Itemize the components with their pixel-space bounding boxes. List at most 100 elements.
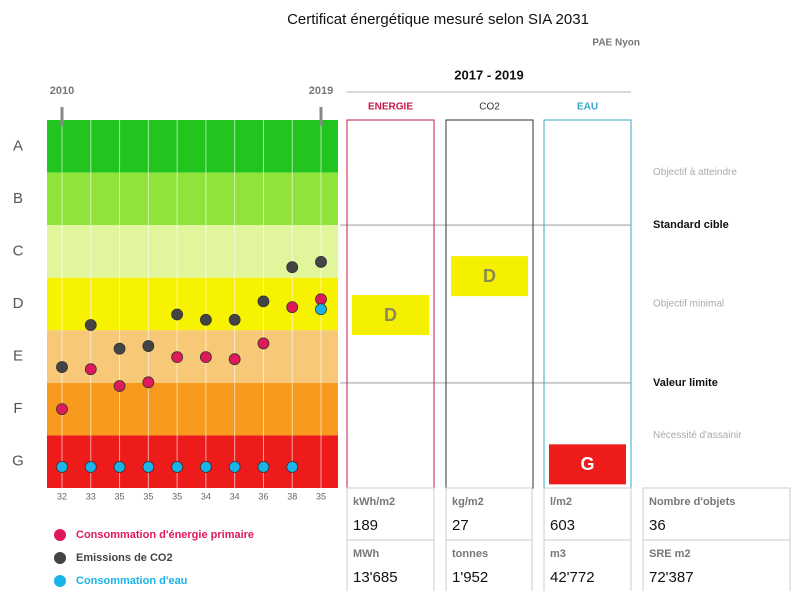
table-cell xyxy=(642,487,791,541)
data-dot xyxy=(286,461,299,473)
cell-value: 13'685 xyxy=(353,569,398,586)
legend-dot xyxy=(54,552,66,564)
year-label: 2010 xyxy=(50,85,74,97)
rating-box xyxy=(451,256,528,297)
data-dot xyxy=(257,295,270,308)
threshold-label: Objectif minimal xyxy=(653,299,724,310)
rating-box xyxy=(352,295,429,336)
class-band xyxy=(47,435,338,488)
data-dot xyxy=(257,461,270,473)
legend-dot xyxy=(54,575,66,587)
cell-unit: kg/m2 xyxy=(452,496,484,508)
data-dot xyxy=(199,461,212,473)
cell-value: 1'952 xyxy=(452,569,488,586)
class-label: C xyxy=(13,242,24,259)
data-dot xyxy=(84,363,97,376)
object-count: 36 xyxy=(258,491,268,501)
table-cell xyxy=(445,539,533,591)
legend-dot xyxy=(54,529,66,541)
cell-unit: MWh xyxy=(353,548,380,560)
indicator-column xyxy=(543,119,632,489)
data-dot xyxy=(315,256,327,268)
object-count: 34 xyxy=(230,491,240,501)
class-label: G xyxy=(12,453,24,470)
data-dot xyxy=(84,461,97,473)
indicator-column xyxy=(445,119,534,489)
data-dot xyxy=(286,261,299,274)
cell-unit: Nombre d'objets xyxy=(649,496,735,508)
data-dot xyxy=(199,351,212,363)
rating-letter: D xyxy=(384,305,397,325)
data-dot xyxy=(171,308,184,321)
data-dot xyxy=(228,353,241,366)
class-label: D xyxy=(13,295,24,312)
class-label: B xyxy=(13,190,23,207)
indicator-name: EAU xyxy=(577,102,598,113)
data-dot xyxy=(142,376,155,389)
table-cell xyxy=(543,487,632,541)
class-label: F xyxy=(13,400,22,417)
object-count: 35 xyxy=(143,491,153,501)
rating-box xyxy=(549,444,626,485)
data-dot xyxy=(171,461,184,473)
object-count: 38 xyxy=(287,491,297,501)
cell-value: 189 xyxy=(353,517,378,534)
threshold-label: Objectif à atteindre xyxy=(653,167,737,178)
class-band xyxy=(47,120,338,173)
rating-letter: D xyxy=(483,266,496,286)
cell-value: 27 xyxy=(452,517,469,534)
title: Certificat énergétique mesuré selon SIA … xyxy=(287,11,589,28)
data-dot xyxy=(56,461,68,473)
data-dot xyxy=(286,301,299,314)
data-dot xyxy=(56,403,68,416)
cell-unit: kWh/m2 xyxy=(353,496,395,508)
rating-letter: G xyxy=(580,454,594,474)
cell-value: 72'387 xyxy=(649,569,694,586)
data-dot xyxy=(315,303,327,316)
indicator-name: ENERGIE xyxy=(368,102,413,113)
table-cell xyxy=(346,539,435,591)
data-dot xyxy=(142,340,155,352)
object-count: 32 xyxy=(57,491,67,501)
legend-label: Emissions de CO2 xyxy=(76,552,173,564)
data-dot xyxy=(113,461,126,473)
cell-unit: m3 xyxy=(550,548,566,560)
table-cell xyxy=(543,539,632,591)
threshold-label: Valeur limite xyxy=(653,377,718,389)
class-band xyxy=(47,330,338,383)
threshold-label: Standard cible xyxy=(653,219,729,231)
data-dot xyxy=(257,337,270,350)
table-cell xyxy=(642,539,791,591)
data-dot xyxy=(315,293,327,306)
data-dot xyxy=(56,361,68,373)
data-dot xyxy=(228,313,241,326)
object-count: 33 xyxy=(86,491,96,501)
object-count: 35 xyxy=(115,491,125,501)
class-band xyxy=(47,382,338,436)
object-count: 34 xyxy=(201,491,211,501)
cell-value: 36 xyxy=(649,517,666,534)
class-label: E xyxy=(13,348,23,365)
cell-unit: SRE m2 xyxy=(649,548,691,560)
data-dot xyxy=(199,313,212,326)
class-band xyxy=(47,172,338,226)
data-dot xyxy=(113,342,126,355)
year-label: 2019 xyxy=(309,85,333,97)
cell-value: 42'772 xyxy=(550,569,595,586)
class-label: A xyxy=(13,137,23,154)
object-count: 35 xyxy=(172,491,182,501)
data-dot xyxy=(84,319,97,331)
data-dot xyxy=(142,461,155,473)
subtitle: PAE Nyon xyxy=(592,38,640,49)
data-dot xyxy=(113,380,126,392)
data-dot xyxy=(171,351,184,363)
indicator-name: CO2 xyxy=(479,102,500,113)
cell-value: 603 xyxy=(550,517,575,534)
threshold-label: Nécessité d'assainir xyxy=(653,430,742,441)
legend-label: Consommation d'eau xyxy=(76,575,187,587)
cell-unit: tonnes xyxy=(452,548,488,560)
table-cell xyxy=(445,487,533,541)
legend-label: Consommation d'énergie primaire xyxy=(76,529,254,541)
period: 2017 - 2019 xyxy=(454,67,523,82)
